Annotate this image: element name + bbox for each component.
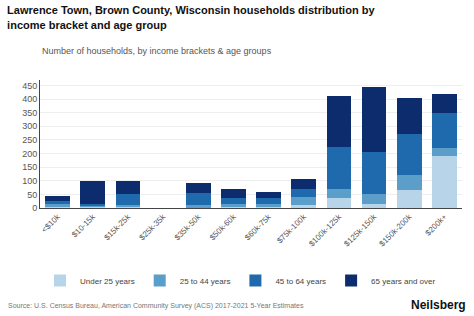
svg-text:$100k-125k: $100k-125k (307, 212, 344, 249)
svg-text:25 to 44 years: 25 to 44 years (180, 277, 231, 286)
svg-text:65 years and over: 65 years and over (371, 277, 435, 286)
svg-text:Source: U.S. Census Bureau, Am: Source: U.S. Census Bureau, American Com… (8, 302, 304, 310)
svg-text:$50k-60k: $50k-60k (208, 212, 238, 242)
svg-text:$60k-75k: $60k-75k (243, 212, 273, 242)
svg-text:350: 350 (22, 108, 37, 118)
svg-text:45 to 64 years: 45 to 64 years (275, 277, 326, 286)
svg-text:Number of households, by incom: Number of households, by income brackets… (42, 46, 272, 56)
svg-text:200: 200 (22, 149, 37, 159)
svg-text:$35k-50k: $35k-50k (173, 212, 203, 242)
svg-text:$15k-25k: $15k-25k (103, 212, 133, 242)
svg-text:Under 25 years: Under 25 years (80, 277, 135, 286)
svg-text:$150k-200k: $150k-200k (378, 212, 415, 249)
svg-text:Neilsberg: Neilsberg (411, 298, 466, 312)
svg-text:50: 50 (27, 190, 37, 200)
svg-text:<$10k: <$10k (40, 212, 63, 235)
svg-text:100: 100 (22, 176, 37, 186)
svg-text:150: 150 (22, 162, 37, 172)
svg-text:300: 300 (22, 121, 37, 131)
svg-text:400: 400 (22, 94, 37, 104)
svg-text:$75k-100k: $75k-100k (275, 212, 308, 245)
svg-text:$25k-35k: $25k-35k (138, 212, 168, 242)
svg-text:Lawrence Town, Brown County, W: Lawrence Town, Brown County, Wisconsin h… (7, 4, 375, 30)
svg-text:250: 250 (22, 135, 37, 145)
svg-text:$200k+: $200k+ (424, 212, 449, 237)
svg-text:450: 450 (22, 81, 37, 91)
svg-text:0: 0 (32, 203, 37, 213)
svg-text:$125k-150k: $125k-150k (342, 212, 379, 249)
svg-text:$10-15k: $10-15k (70, 212, 98, 240)
